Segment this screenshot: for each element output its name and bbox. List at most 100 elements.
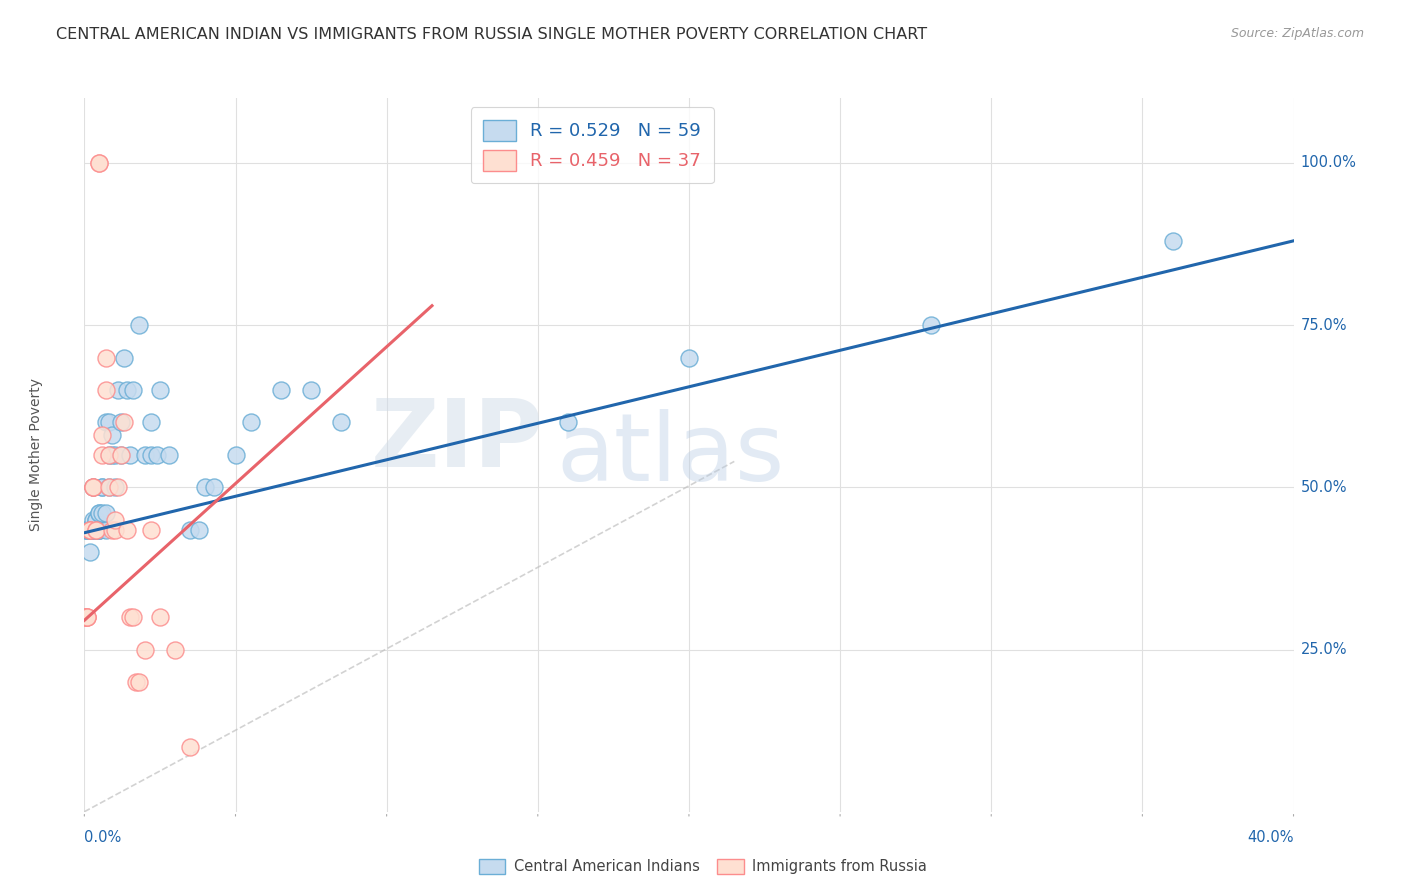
Point bbox=[89, 523, 111, 537]
Point bbox=[146, 448, 169, 462]
Text: Single Mother Poverty: Single Mother Poverty bbox=[30, 378, 44, 532]
Point bbox=[82, 523, 104, 537]
Point bbox=[82, 480, 104, 494]
Point bbox=[94, 523, 117, 537]
Point bbox=[82, 513, 104, 527]
Point bbox=[89, 156, 111, 170]
Point bbox=[149, 610, 172, 624]
Point bbox=[97, 480, 120, 494]
Point bbox=[94, 383, 117, 397]
Point bbox=[89, 506, 111, 520]
Point bbox=[76, 523, 98, 537]
Point bbox=[110, 448, 132, 462]
Point bbox=[139, 448, 162, 462]
Point bbox=[678, 351, 700, 365]
Point bbox=[188, 523, 211, 537]
Point bbox=[202, 480, 225, 494]
Point bbox=[91, 480, 114, 494]
Point bbox=[330, 416, 353, 430]
Point bbox=[112, 351, 135, 365]
Point bbox=[179, 523, 201, 537]
Point bbox=[97, 480, 120, 494]
Point bbox=[179, 739, 201, 754]
Point bbox=[163, 642, 186, 657]
Point bbox=[76, 610, 98, 624]
Point bbox=[157, 448, 180, 462]
Point bbox=[73, 523, 96, 537]
Point bbox=[112, 416, 135, 430]
Point bbox=[920, 318, 942, 333]
Text: atlas: atlas bbox=[555, 409, 785, 501]
Point bbox=[270, 383, 292, 397]
Point bbox=[107, 480, 129, 494]
Point bbox=[110, 416, 132, 430]
Point bbox=[115, 383, 138, 397]
Point bbox=[73, 610, 96, 624]
Point bbox=[194, 480, 217, 494]
Point bbox=[134, 448, 156, 462]
Point bbox=[128, 318, 150, 333]
Point bbox=[1161, 234, 1184, 248]
Point bbox=[79, 545, 101, 559]
Point bbox=[79, 523, 101, 537]
Point bbox=[86, 523, 108, 537]
Point bbox=[557, 416, 579, 430]
Point bbox=[239, 416, 262, 430]
Point bbox=[86, 523, 108, 537]
Point bbox=[94, 416, 117, 430]
Point bbox=[73, 610, 96, 624]
Point bbox=[91, 428, 114, 442]
Point bbox=[100, 448, 122, 462]
Point bbox=[91, 448, 114, 462]
Text: 25.0%: 25.0% bbox=[1301, 642, 1347, 657]
Point bbox=[86, 523, 108, 537]
Point bbox=[104, 513, 127, 527]
Point bbox=[86, 513, 108, 527]
Point bbox=[128, 675, 150, 690]
Point bbox=[118, 448, 141, 462]
Point bbox=[100, 428, 122, 442]
Point bbox=[89, 506, 111, 520]
Point bbox=[97, 448, 120, 462]
Point bbox=[89, 523, 111, 537]
Point bbox=[79, 523, 101, 537]
Point bbox=[82, 480, 104, 494]
Point bbox=[82, 480, 104, 494]
Point bbox=[139, 523, 162, 537]
Legend: R = 0.529   N = 59, R = 0.459   N = 37: R = 0.529 N = 59, R = 0.459 N = 37 bbox=[471, 107, 714, 183]
Point bbox=[79, 523, 101, 537]
Point bbox=[149, 383, 172, 397]
Point bbox=[89, 156, 111, 170]
Point bbox=[86, 513, 108, 527]
Point bbox=[104, 480, 127, 494]
Text: 0.0%: 0.0% bbox=[84, 830, 121, 845]
Point bbox=[91, 506, 114, 520]
Point bbox=[79, 523, 101, 537]
Point bbox=[97, 448, 120, 462]
Point bbox=[134, 642, 156, 657]
Text: ZIP: ZIP bbox=[371, 394, 544, 487]
Point bbox=[94, 351, 117, 365]
Point bbox=[104, 523, 127, 537]
Point bbox=[107, 383, 129, 397]
Text: 100.0%: 100.0% bbox=[1301, 155, 1357, 170]
Point bbox=[299, 383, 322, 397]
Point bbox=[100, 523, 122, 537]
Text: CENTRAL AMERICAN INDIAN VS IMMIGRANTS FROM RUSSIA SINGLE MOTHER POVERTY CORRELAT: CENTRAL AMERICAN INDIAN VS IMMIGRANTS FR… bbox=[56, 27, 928, 42]
Point bbox=[115, 523, 138, 537]
Point bbox=[121, 383, 143, 397]
Point bbox=[94, 506, 117, 520]
Point bbox=[110, 448, 132, 462]
Point bbox=[118, 610, 141, 624]
Point bbox=[97, 416, 120, 430]
Point bbox=[121, 610, 143, 624]
Point bbox=[225, 448, 247, 462]
Point bbox=[82, 523, 104, 537]
Point bbox=[76, 610, 98, 624]
Point bbox=[139, 416, 162, 430]
Point bbox=[91, 480, 114, 494]
Point bbox=[82, 480, 104, 494]
Text: 75.0%: 75.0% bbox=[1301, 318, 1347, 333]
Point bbox=[76, 610, 98, 624]
Point bbox=[86, 523, 108, 537]
